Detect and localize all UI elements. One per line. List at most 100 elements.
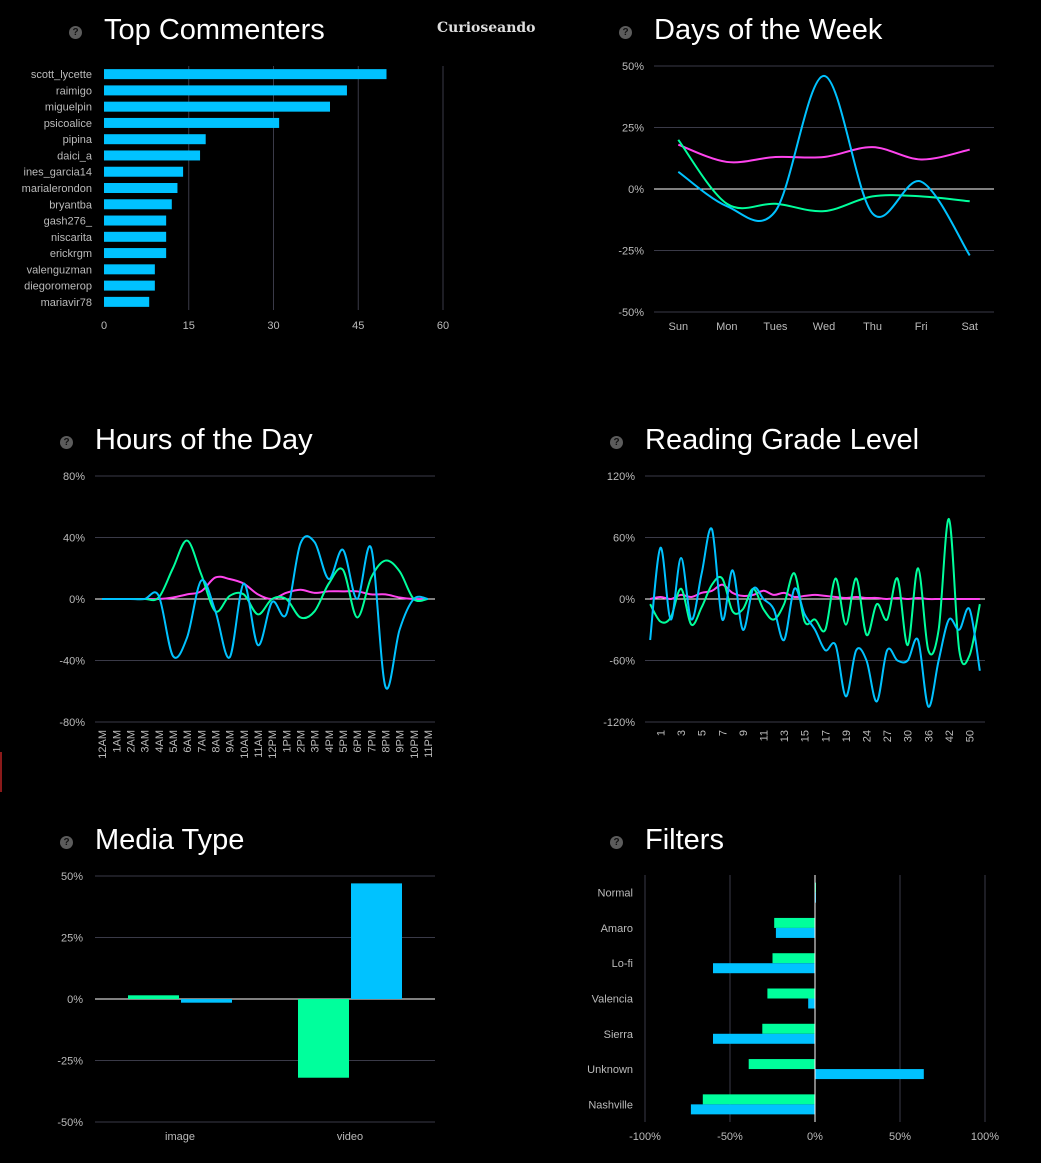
days-x-tick: Thu: [863, 321, 882, 333]
media-bar: [298, 999, 349, 1078]
filters-bar: [762, 1023, 815, 1034]
grade-y-tick: -60%: [609, 656, 635, 668]
commenters-category-label: diegoromerop: [24, 281, 92, 293]
grade-title: Reading Grade Level: [645, 424, 920, 456]
grade-series-line-2: [649, 527, 981, 708]
grade-x-tick: 1: [655, 730, 667, 736]
commenters-bar: [104, 166, 184, 177]
filters-chart: -100% -50% 0% 50% 100% Normal Amaro Lo-fi Valenc…: [587, 875, 999, 1143]
media-y-tick: 50%: [61, 871, 83, 883]
filters-bar: [775, 927, 815, 938]
grade-x-tick: 17: [820, 730, 832, 742]
commenters-category-label: miguelpin: [45, 102, 92, 114]
grade-help-icon[interactable]: ?: [610, 436, 623, 449]
days-help-icon[interactable]: ?: [619, 26, 632, 39]
media-y-tick: 25%: [61, 933, 83, 945]
commenters-category-label: mariavir78: [41, 297, 92, 309]
grade-x-tick: 30: [903, 730, 915, 742]
hours-series-line-0: [102, 575, 428, 601]
commenters-bar: [104, 150, 201, 161]
media-y-tick: 0%: [67, 994, 83, 1006]
grade-x-tick: 5: [697, 730, 709, 736]
grade-x-tick: 42: [944, 730, 956, 742]
commenters-category-label: raimigo: [56, 85, 92, 97]
media-x-tick: image: [165, 1131, 195, 1143]
commenters-bar: [104, 215, 167, 226]
grade-x-tick: 24: [862, 730, 874, 742]
hours-x-tick: 9PM: [395, 730, 407, 753]
hours-x-tick: 5PM: [338, 730, 350, 753]
media-y-tick: -50%: [57, 1117, 83, 1129]
filters-x-tick: -50%: [717, 1131, 743, 1143]
grade-x-tick: 13: [779, 730, 791, 742]
hours-x-tick: 11PM: [423, 730, 435, 758]
days-x-tick: Fri: [915, 321, 928, 333]
hours-x-tick: 2PM: [295, 730, 307, 753]
days-y-tick: -50%: [618, 307, 644, 319]
hours-y-tick: -40%: [59, 656, 85, 668]
commenters-x-tick: 0: [101, 320, 107, 332]
filters-bar: [808, 998, 815, 1009]
hours-title: Hours of the Day: [95, 424, 313, 456]
filters-bar: [748, 1059, 815, 1070]
commenters-help-icon[interactable]: ?: [69, 26, 82, 39]
grade-x-tick: 19: [841, 730, 853, 742]
hours-x-tick: 8AM: [210, 730, 222, 753]
filters-category-label: Unknown: [587, 1064, 633, 1076]
brand-logo: Curioseando: [437, 20, 536, 36]
grade-x-tick: 27: [882, 730, 894, 742]
filters-bar: [767, 988, 815, 999]
filters-help-icon[interactable]: ?: [610, 836, 623, 849]
filters-bar: [774, 917, 815, 928]
grade-y-tick: 0%: [619, 594, 635, 606]
hours-help-icon[interactable]: ?: [60, 436, 73, 449]
filters-x-tick: 100%: [971, 1131, 999, 1143]
commenters-bar: [104, 280, 155, 291]
hours-x-tick: 1PM: [281, 730, 293, 753]
grade-x-tick: 7: [717, 730, 729, 736]
media-x-tick: video: [337, 1131, 363, 1143]
commenters-x-tick: 60: [437, 320, 449, 332]
days-y-tick: 50%: [622, 61, 644, 73]
grade-y-tick: 120%: [607, 471, 635, 483]
days-x-tick: Mon: [716, 321, 737, 333]
commenters-bar: [104, 101, 330, 112]
grade-series-line-1: [649, 518, 981, 666]
days-x-tick: Tues: [763, 321, 788, 333]
commenters-category-label: marialerondon: [22, 183, 92, 195]
grade-y-tick: 60%: [613, 533, 635, 545]
edge-marker: [0, 752, 2, 792]
grade-x-tick: 15: [800, 730, 812, 742]
filters-bar: [815, 1069, 924, 1080]
hours-series-line-1: [102, 539, 429, 620]
filters-bar: [690, 1104, 815, 1115]
filters-bar: [713, 963, 815, 974]
hours-x-tick: 10PM: [409, 730, 421, 759]
filters-category-label: Amaro: [601, 923, 633, 935]
commenters-title: Top Commenters: [104, 14, 325, 46]
days-series-line-0: [677, 143, 970, 164]
hours-x-tick: 8PM: [380, 730, 392, 753]
hours-x-tick: 1AM: [111, 730, 123, 753]
media-chart: 50% 25% 0% -25% -50% image video: [57, 871, 435, 1143]
filters-title: Filters: [645, 824, 724, 856]
filters-category-label: Sierra: [604, 1029, 634, 1041]
filters-bar: [713, 1033, 815, 1044]
media-bar: [181, 999, 232, 1003]
hours-y-tick: 80%: [63, 471, 85, 483]
grade-series-line-0: [649, 583, 980, 601]
commenters-bar: [104, 231, 167, 242]
days-y-tick: -25%: [618, 246, 644, 258]
hours-x-tick: 6AM: [182, 730, 194, 753]
days-x-tick: Sun: [668, 321, 688, 333]
grade-x-tick: 9: [738, 730, 750, 736]
commenters-x-tick: 45: [352, 320, 364, 332]
filters-category-label: Normal: [598, 888, 633, 900]
hours-x-tick: 6PM: [352, 730, 364, 753]
media-help-icon[interactable]: ?: [60, 836, 73, 849]
hours-x-tick: 12PM: [267, 730, 279, 759]
hours-y-tick: 40%: [63, 533, 85, 545]
grade-x-tick: 36: [923, 730, 935, 742]
media-bar: [351, 883, 402, 999]
